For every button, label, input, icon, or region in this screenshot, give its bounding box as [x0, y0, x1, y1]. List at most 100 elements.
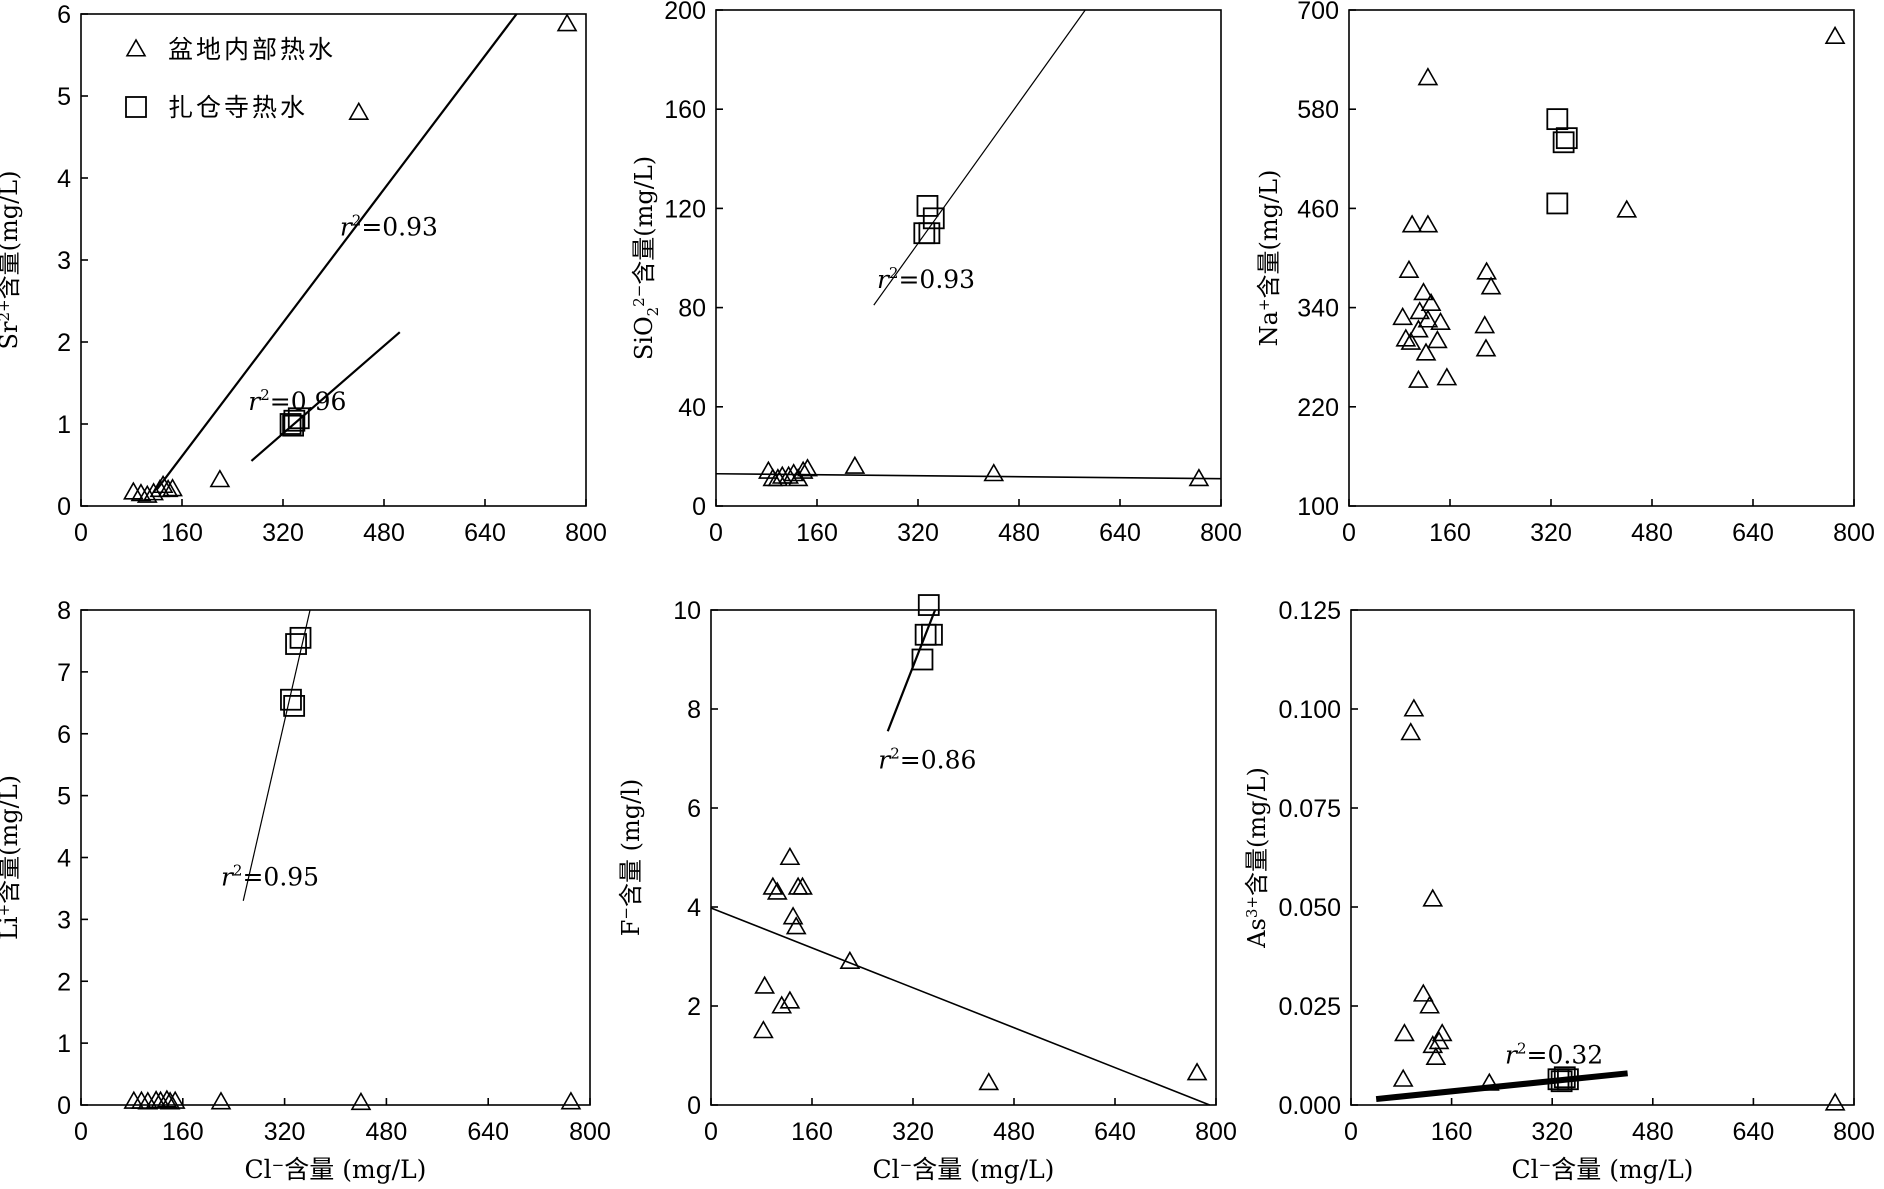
li-panel: 0 160 320 480 640 800 0 1 2 3 4 5 6 7 8 Li+含量(mg/L) Cl−含…	[0, 597, 611, 1184]
x-tick-label: 480	[363, 519, 405, 547]
triangle-point	[1476, 261, 1497, 280]
x-tick-label: 160	[1429, 519, 1471, 547]
r-squared-label: r2=0.93	[340, 211, 438, 241]
triangle-point	[1417, 67, 1439, 86]
y-axis-label: Li+含量(mg/L)	[0, 775, 23, 940]
y-tick-label: 0	[57, 493, 71, 521]
y-tick-label: 120	[664, 195, 706, 223]
triangle-point	[1408, 369, 1429, 388]
square-point	[1550, 1070, 1573, 1093]
triangle-point	[1616, 199, 1638, 218]
triangle-point	[1392, 1068, 1414, 1087]
x-tick-label: 0	[704, 1118, 718, 1146]
triangle-point	[766, 881, 788, 900]
plot-frame	[710, 609, 1217, 1106]
triangle-point	[1186, 1062, 1208, 1081]
y-tick-label: 0	[692, 493, 706, 521]
triangle-point	[754, 975, 776, 994]
triangle-point	[209, 469, 231, 488]
y-tick-label: 40	[678, 394, 706, 422]
square-point	[280, 688, 302, 711]
triangle-point	[839, 950, 861, 970]
y-tick-label: 0.025	[1278, 993, 1341, 1021]
triangle-point	[1425, 1046, 1447, 1066]
na-panel: 0 160 320 480 640 800 100 220 340 460 580 700 Na+含量(…	[1255, 0, 1875, 547]
triangle-point	[753, 1020, 774, 1039]
triangle-point	[1413, 282, 1434, 301]
square-point	[921, 623, 943, 646]
x-tick-label: 800	[1200, 519, 1242, 547]
triangle-point	[210, 1091, 232, 1110]
y-tick-label: 160	[664, 96, 706, 124]
square-point	[1546, 192, 1569, 215]
f-panel: 0 160 320 480 640 800 0 2 4 6 8 10 F−含量 (mg/l) Cl−含量 …	[617, 594, 1237, 1184]
square-point	[283, 409, 306, 432]
x-tick-label: 320	[892, 1118, 934, 1146]
x-tick-label: 480	[993, 1118, 1035, 1146]
triangle-point	[1409, 301, 1431, 320]
triangle-point	[556, 13, 578, 32]
triangle-point	[1420, 292, 1442, 312]
r-squared-label: r2=0.32	[1505, 1039, 1603, 1069]
triangle-point	[778, 465, 799, 484]
x-tick-label: 480	[366, 1118, 408, 1146]
triangle-point	[350, 1091, 372, 1111]
triangle-point	[1395, 328, 1417, 347]
triangle-point	[1419, 995, 1440, 1014]
x-axis-label: Cl−含量 (mg/L)	[245, 1155, 427, 1184]
x-tick-label: 160	[1431, 1118, 1473, 1146]
x-tick-label: 320	[262, 519, 304, 547]
x-tick-label: 160	[161, 519, 203, 547]
triangle-point	[152, 474, 174, 494]
x-tick-label: 0	[709, 519, 723, 547]
x-tick-label: 320	[1530, 519, 1572, 547]
square-point	[1553, 1066, 1576, 1089]
square-point	[289, 626, 312, 649]
y-tick-label: 5	[57, 83, 71, 111]
triangle-point	[1400, 331, 1422, 350]
triangle-point	[1415, 342, 1437, 361]
triangle-point	[1824, 25, 1846, 45]
y-axis-label: Na+含量(mg/L)	[1255, 170, 1283, 347]
triangle-point	[785, 916, 807, 935]
regression-line	[242, 609, 311, 901]
square-point	[1555, 127, 1578, 150]
triangle-point	[1480, 276, 1502, 295]
y-axis-label: F−含量 (mg/l)	[617, 779, 645, 936]
triangle-point	[1422, 1034, 1444, 1054]
square-point	[282, 414, 305, 437]
x-tick-label: 480	[1631, 519, 1673, 547]
square-point	[279, 413, 302, 435]
y-axis-label: As3+含量(mg/L)	[1243, 767, 1271, 949]
triangle-point	[792, 460, 814, 479]
triangle-point	[1430, 311, 1451, 331]
y-tick-label: 100	[1297, 493, 1339, 521]
triangle-point	[1188, 468, 1210, 487]
x-tick-label: 800	[569, 1118, 611, 1146]
x-tick-label: 640	[1094, 1118, 1136, 1146]
triangle-point	[157, 478, 179, 498]
x-tick-label: 640	[1733, 1118, 1775, 1146]
y-tick-label: 80	[678, 295, 706, 323]
triangle-point	[1403, 698, 1425, 717]
y-tick-label: 4	[57, 165, 71, 193]
legend-square-icon	[125, 96, 147, 118]
y-tick-label: 580	[1297, 96, 1339, 124]
x-axis-label: Cl−含量 (mg/L)	[873, 1155, 1055, 1184]
triangle-point	[1408, 319, 1429, 338]
triangle-point	[1417, 214, 1439, 233]
sr-panel: 0 160 320 480 640 800 0 1 2 3 4 5 6 Sr2+含量(mg/L) r2=0.…	[0, 1, 607, 547]
regression-line	[1375, 1070, 1628, 1103]
x-tick-label: 800	[1833, 519, 1875, 547]
y-tick-label: 0.075	[1278, 795, 1341, 823]
triangle-point	[1436, 367, 1458, 386]
triangle-point	[1394, 1023, 1415, 1042]
triangle-point	[782, 906, 804, 925]
triangle-point	[1478, 1072, 1500, 1091]
square-point	[1557, 1068, 1579, 1091]
square-point	[283, 695, 306, 717]
square-point	[287, 407, 310, 430]
triangle-point	[1412, 983, 1434, 1002]
